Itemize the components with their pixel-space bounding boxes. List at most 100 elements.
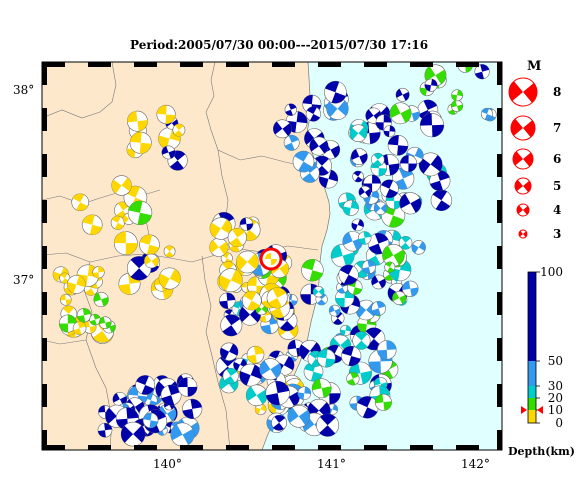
earthquake-mechanism	[305, 106, 321, 122]
earthquake-mechanism	[161, 145, 176, 160]
depth-tick-label: 0	[555, 416, 563, 430]
frame-tick	[42, 62, 47, 85]
earthquake-mechanism	[371, 300, 387, 316]
frame-tick	[226, 62, 249, 67]
earthquake-mechanism	[451, 100, 463, 112]
earthquake-mechanism	[352, 170, 364, 183]
frame-tick	[364, 62, 387, 67]
frame-tick	[497, 292, 502, 315]
earthquake-mechanism	[129, 131, 152, 154]
magnitude-legend-title: M	[527, 59, 541, 74]
earthquake-mechanism	[227, 227, 247, 248]
earthquake-mechanism	[361, 260, 376, 274]
earthquake-mechanism	[398, 236, 413, 250]
earthquake-mechanism	[144, 253, 159, 269]
earthquake-mechanism	[219, 292, 236, 309]
frame-tick	[42, 445, 65, 450]
frame-tick	[42, 200, 47, 223]
magnitude-label: 6	[553, 152, 561, 166]
earthquake-mechanism	[259, 358, 282, 381]
frame-tick	[410, 445, 433, 450]
earthquake-mechanism	[239, 217, 254, 231]
frame-tick	[318, 62, 341, 67]
frame-tick	[272, 445, 295, 450]
depth-tick-label: 20	[548, 391, 563, 405]
earthquake-mechanism	[177, 377, 198, 397]
magnitude-label: 8	[553, 85, 561, 99]
earthquake-mechanism	[324, 80, 347, 104]
depth-unit-label: Depth(km)	[508, 445, 575, 458]
earthquake-mechanism	[245, 384, 268, 407]
earthquake-mechanism	[283, 134, 300, 151]
earthquake-mechanism	[395, 87, 410, 102]
earthquake-mechanism	[71, 193, 89, 212]
magnitude-label: 5	[553, 179, 561, 193]
earthquake-mechanism	[287, 404, 311, 428]
earthquake-mechanism	[97, 422, 113, 438]
earthquake-mechanism	[89, 313, 101, 326]
frame-tick	[42, 292, 47, 315]
magnitude-symbol-8	[508, 77, 538, 107]
earthquake-mechanism	[209, 237, 229, 257]
earthquake-mechanism	[76, 308, 92, 323]
earthquake-mechanism	[72, 321, 87, 336]
earthquake-mechanism	[156, 104, 176, 125]
depth-bar-border	[527, 271, 537, 424]
earthquake-mechanism	[371, 274, 387, 290]
earthquake-mechanism	[220, 314, 243, 337]
earthquake-mechanism	[367, 232, 390, 255]
frame-tick	[42, 154, 47, 177]
earthquake-mechanism	[292, 150, 315, 173]
earthquake-mechanism	[58, 314, 77, 333]
earthquake-mechanism	[219, 342, 239, 361]
frame-tick	[497, 108, 502, 131]
earthquake-mechanism	[480, 107, 494, 121]
frame-tick	[497, 246, 502, 269]
earthquake-mechanism	[342, 199, 359, 216]
earthquake-mechanism	[430, 189, 453, 212]
earthquake-mechanism	[158, 267, 181, 290]
earthquake-mechanism	[112, 391, 128, 407]
magnitude-symbol-4	[516, 203, 530, 217]
frame-tick	[497, 200, 502, 223]
frame-tick	[42, 108, 47, 131]
earthquake-mechanism	[127, 200, 153, 226]
depth-tick-label: 30	[548, 379, 563, 393]
earthquake-mechanism	[358, 185, 372, 199]
earthquake-mechanism	[419, 113, 445, 138]
magnitude-label: 7	[553, 121, 561, 135]
earthquake-mechanism	[139, 234, 160, 256]
frame-tick	[272, 62, 295, 67]
earthquake-mechanism	[358, 231, 372, 245]
latest-event-marker	[259, 247, 283, 271]
longitude-labels: 140° 141° 142°	[153, 457, 490, 471]
earthquake-mechanism	[316, 348, 336, 368]
frame-tick	[497, 338, 502, 361]
earthquake-mechanism	[326, 97, 349, 120]
earthquake-mechanism	[163, 245, 176, 258]
frame-tick	[134, 445, 157, 450]
earthquake-mechanism	[81, 214, 103, 236]
earthquake-mechanism	[351, 218, 365, 232]
frame-tick	[42, 338, 47, 361]
earthquake-mechanism	[418, 152, 443, 177]
depth-marker-left	[521, 406, 527, 414]
frame-tick	[497, 430, 502, 450]
frame-tick	[456, 62, 479, 67]
lat-label-37: 37°	[13, 273, 34, 287]
earthquake-mechanism	[312, 286, 325, 298]
earthquake-mechanism	[380, 179, 399, 199]
earthquake-mechanism	[352, 331, 371, 350]
lon-label-142: 142°	[461, 457, 490, 471]
earthquake-mechanism	[297, 386, 312, 401]
depth-tick-label: 50	[548, 354, 563, 368]
frame-tick	[42, 246, 47, 269]
earthquake-mechanism	[142, 412, 159, 429]
earthquake-mechanism	[301, 259, 324, 282]
depth-marker-right	[537, 406, 543, 414]
frame-tick	[497, 384, 502, 407]
magnitude-symbol-3	[518, 229, 528, 239]
earthquake-mechanism	[374, 393, 392, 411]
earthquake-mechanism	[399, 192, 422, 215]
